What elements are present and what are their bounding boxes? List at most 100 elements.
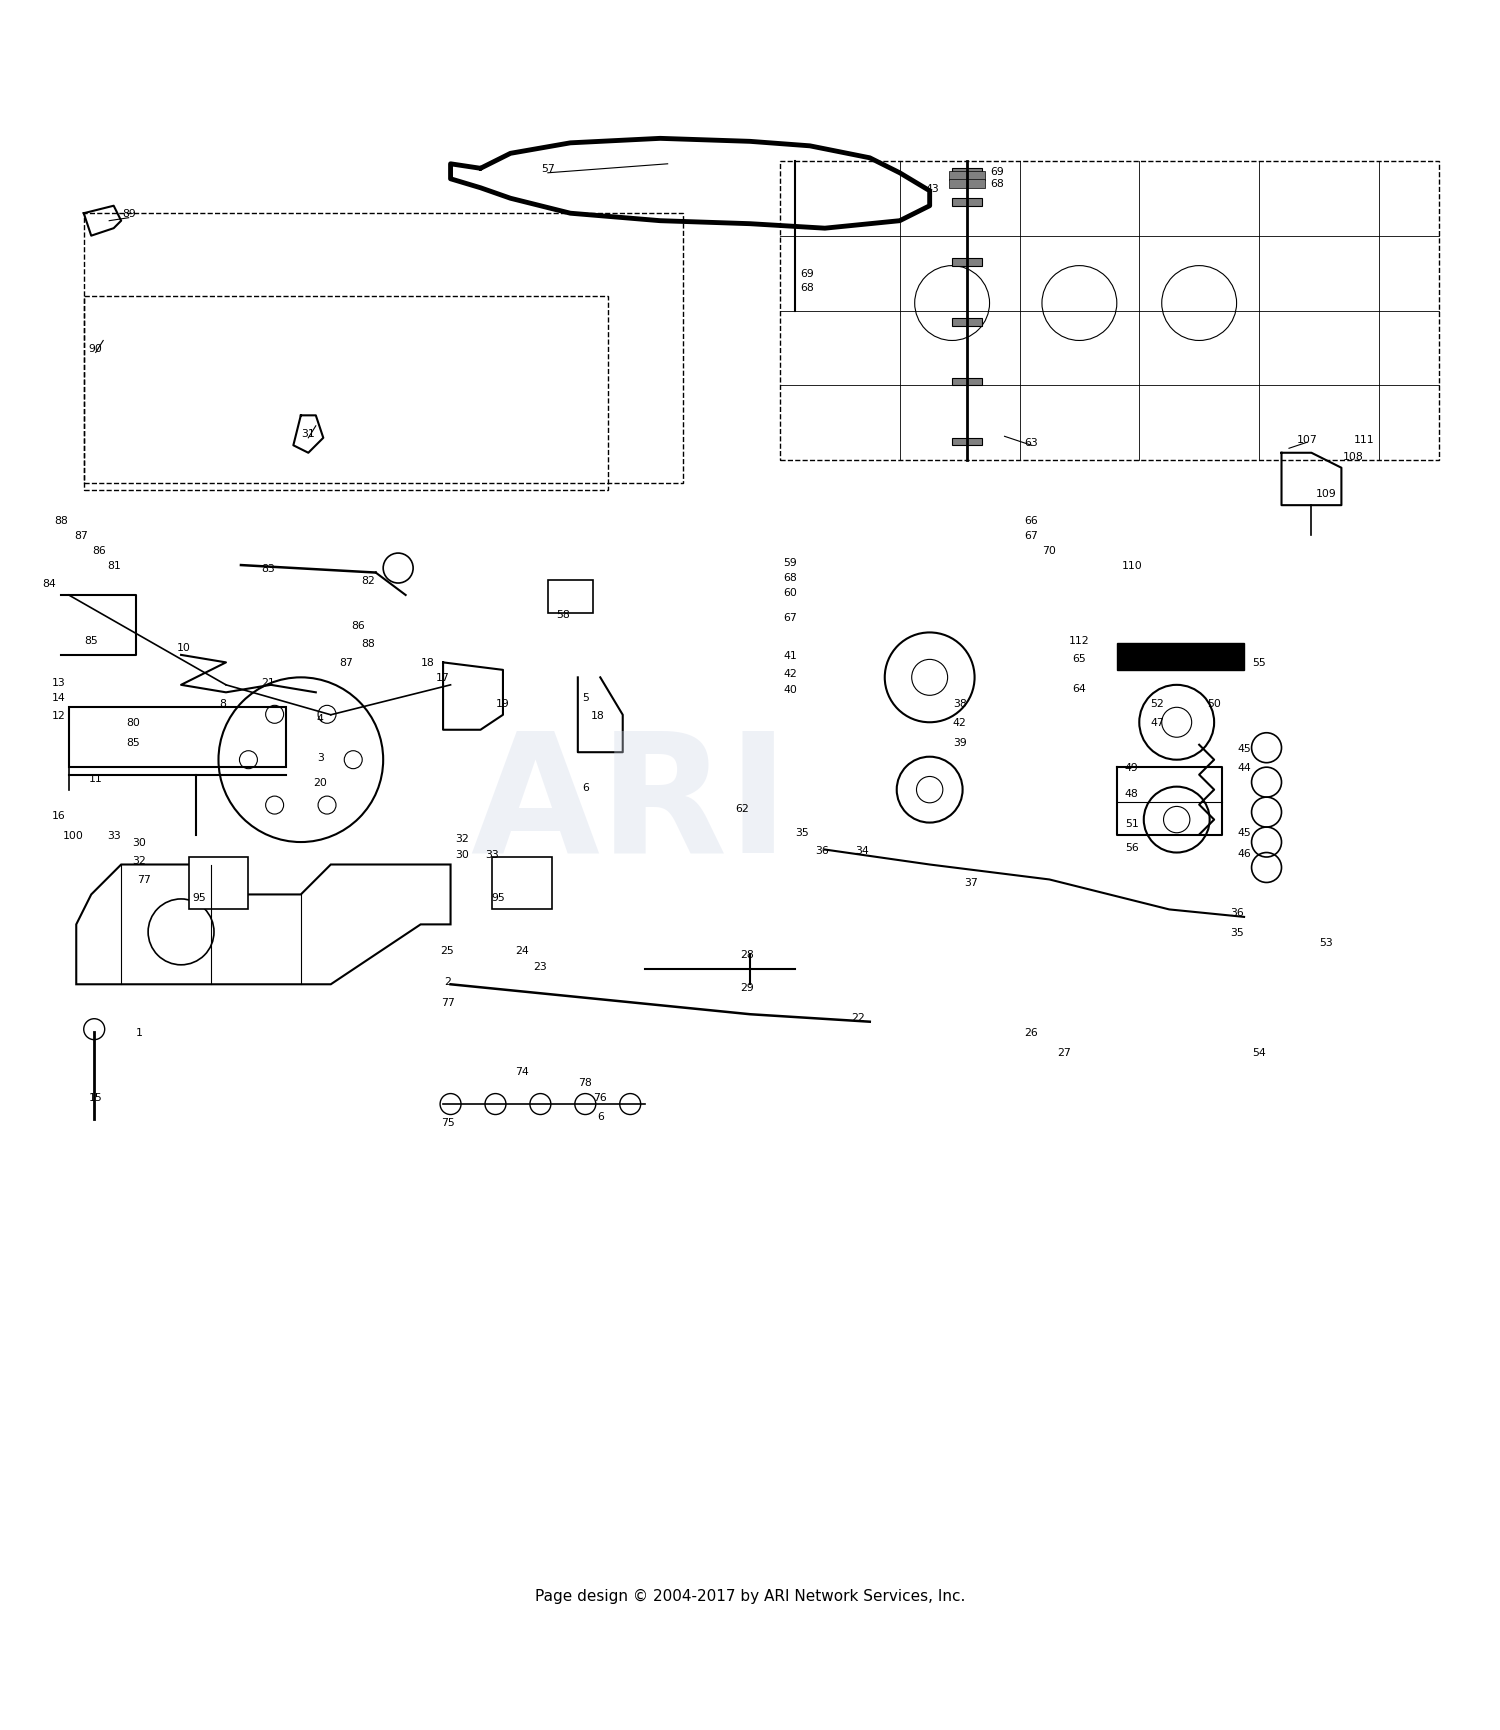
Text: 23: 23: [534, 962, 548, 972]
Bar: [1118, 644, 1244, 671]
Text: 88: 88: [362, 638, 375, 649]
Text: 58: 58: [556, 611, 570, 619]
Text: 63: 63: [1024, 438, 1038, 448]
Text: 55: 55: [1252, 657, 1266, 668]
Text: 40: 40: [783, 685, 798, 695]
Text: Page design © 2004-2017 by ARI Network Services, Inc.: Page design © 2004-2017 by ARI Network S…: [536, 1588, 964, 1602]
Text: 6: 6: [597, 1111, 603, 1121]
Text: ARI: ARI: [471, 723, 790, 886]
Text: 64: 64: [1072, 683, 1086, 694]
Bar: [189, 858, 249, 910]
Text: 95: 95: [192, 893, 206, 903]
Text: 100: 100: [63, 830, 84, 841]
Text: 42: 42: [952, 718, 966, 728]
Text: 8: 8: [219, 699, 226, 708]
Text: 25: 25: [441, 945, 454, 955]
Text: 2: 2: [444, 977, 452, 986]
Text: 11: 11: [88, 773, 102, 784]
Text: 51: 51: [1125, 818, 1138, 829]
Text: 84: 84: [42, 580, 56, 588]
Bar: [952, 199, 982, 206]
Text: 30: 30: [132, 837, 146, 848]
Text: 87: 87: [74, 531, 87, 541]
Text: 28: 28: [740, 950, 754, 960]
Text: 26: 26: [1024, 1028, 1038, 1038]
Text: 22: 22: [850, 1012, 864, 1022]
Text: 68: 68: [783, 573, 798, 583]
Text: 70: 70: [1042, 545, 1056, 555]
Text: 4: 4: [316, 713, 324, 723]
Bar: [950, 173, 986, 182]
Bar: [952, 438, 982, 446]
Text: 66: 66: [1024, 516, 1038, 526]
Text: 18: 18: [422, 657, 435, 668]
Text: 20: 20: [314, 778, 327, 787]
Text: 50: 50: [1208, 699, 1221, 708]
Text: 75: 75: [441, 1118, 454, 1128]
Text: 90: 90: [88, 344, 102, 353]
Text: 29: 29: [740, 983, 754, 993]
Text: 32: 32: [456, 834, 470, 843]
Text: 95: 95: [492, 893, 506, 903]
Bar: [84, 296, 608, 491]
Text: 39: 39: [952, 737, 966, 747]
Text: 82: 82: [362, 576, 375, 586]
Bar: [952, 318, 982, 327]
Text: 12: 12: [51, 711, 64, 720]
Text: 87: 87: [339, 657, 352, 668]
Text: 111: 111: [1353, 434, 1374, 445]
Text: 32: 32: [132, 856, 146, 865]
Text: 15: 15: [88, 1092, 102, 1102]
Text: 56: 56: [1125, 843, 1138, 853]
Text: 74: 74: [516, 1066, 530, 1076]
Text: 85: 85: [126, 737, 140, 747]
Text: 77: 77: [441, 998, 454, 1007]
Text: 10: 10: [177, 644, 190, 652]
Text: 54: 54: [1252, 1047, 1266, 1057]
Text: 1: 1: [135, 1028, 142, 1038]
Text: 86: 86: [92, 545, 105, 555]
Text: 43: 43: [926, 183, 939, 194]
Text: 27: 27: [1058, 1047, 1071, 1057]
Text: 108: 108: [1342, 452, 1364, 462]
Bar: [952, 379, 982, 386]
Text: 69: 69: [990, 168, 1004, 176]
Text: 36: 36: [815, 844, 828, 855]
Text: 81: 81: [106, 561, 120, 571]
Bar: [952, 260, 982, 266]
Text: 3: 3: [316, 753, 324, 763]
Bar: [952, 170, 982, 176]
Text: 69: 69: [800, 268, 814, 279]
Text: 33: 33: [106, 830, 120, 841]
Bar: [84, 215, 682, 483]
Text: 68: 68: [800, 282, 814, 292]
Text: 31: 31: [302, 429, 315, 439]
Text: 44: 44: [1238, 763, 1251, 773]
Text: 14: 14: [51, 692, 64, 702]
Text: 45: 45: [1238, 744, 1251, 753]
Text: 89: 89: [122, 209, 135, 220]
Text: 49: 49: [1125, 763, 1138, 773]
Text: 16: 16: [51, 811, 64, 820]
Text: 48: 48: [1125, 789, 1138, 798]
Text: 86: 86: [351, 621, 364, 630]
Text: 60: 60: [783, 588, 798, 597]
Text: 45: 45: [1238, 827, 1251, 837]
Text: 59: 59: [783, 557, 798, 567]
Text: 107: 107: [1296, 434, 1317, 445]
Text: 62: 62: [735, 803, 750, 813]
Text: 17: 17: [436, 673, 450, 683]
Text: 36: 36: [1230, 908, 1244, 919]
Text: 110: 110: [1122, 561, 1142, 571]
Text: 88: 88: [54, 516, 68, 526]
Text: 5: 5: [582, 692, 588, 702]
Text: 33: 33: [486, 849, 500, 860]
Text: 41: 41: [783, 650, 798, 661]
Text: 53: 53: [1320, 938, 1334, 948]
Text: 109: 109: [1316, 490, 1336, 498]
Text: 13: 13: [51, 678, 64, 687]
Text: 42: 42: [783, 668, 798, 678]
Text: 34: 34: [855, 844, 868, 855]
Text: 77: 77: [136, 875, 150, 886]
Text: 21: 21: [261, 678, 274, 687]
